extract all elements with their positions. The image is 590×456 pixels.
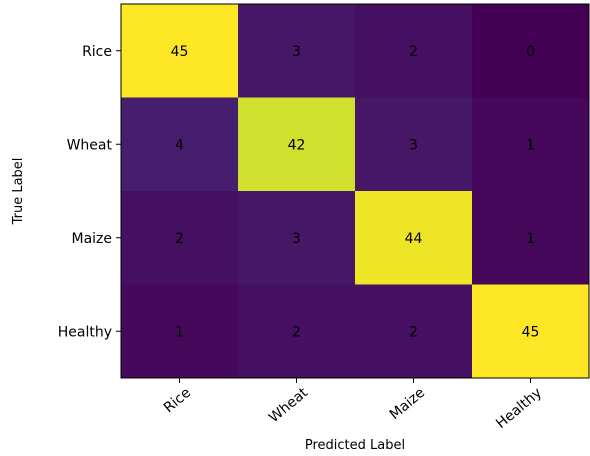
cell-value-2-3: 1 xyxy=(526,231,535,247)
heatmap-cell-2-0 xyxy=(121,191,239,285)
x-tick-label-healthy: Healthy xyxy=(493,385,545,432)
y-axis-label: True Label xyxy=(11,158,26,226)
heatmap-cell-1-2 xyxy=(355,97,473,192)
x-tick-label-wheat: Wheat xyxy=(266,384,311,426)
plot-frame xyxy=(120,3,590,379)
heatmap-cells: 45 3 2 0 4 42 3 1 2 3 44 1 1 2 2 45 xyxy=(121,4,590,379)
cell-value-0-0: 45 xyxy=(171,44,189,60)
cell-value-3-3: 45 xyxy=(522,324,540,340)
y-axis-ticks: Rice Wheat Maize Healthy xyxy=(58,44,121,340)
y-tick-label-maize: Maize xyxy=(71,231,112,247)
cell-value-3-0: 1 xyxy=(175,324,184,340)
cell-value-3-1: 2 xyxy=(292,324,301,340)
x-tick-label-rice: Rice xyxy=(161,385,194,417)
cell-value-2-2: 44 xyxy=(405,231,423,247)
cell-value-1-3: 1 xyxy=(526,137,535,153)
cell-value-3-2: 2 xyxy=(409,324,418,340)
cell-value-0-1: 3 xyxy=(292,44,301,60)
cell-value-2-0: 2 xyxy=(175,231,184,247)
heatmap-cell-2-2 xyxy=(355,191,473,285)
y-tick-label-rice: Rice xyxy=(82,44,112,60)
y-tick-label-wheat: Wheat xyxy=(67,137,113,153)
heatmap-cell-1-1 xyxy=(238,97,356,192)
x-axis-ticks: Rice Wheat Maize Healthy xyxy=(161,378,545,432)
cell-value-1-2: 3 xyxy=(409,137,418,153)
heatmap-cell-0-2 xyxy=(355,4,473,98)
heatmap-cell-3-2 xyxy=(355,284,473,379)
heatmap-cell-0-1 xyxy=(238,4,356,98)
cell-value-1-0: 4 xyxy=(175,137,184,153)
heatmap-cell-0-0 xyxy=(121,4,239,98)
heatmap-cell-1-0 xyxy=(121,97,239,192)
heatmap-cell-3-3 xyxy=(472,284,590,379)
cell-value-0-3: 0 xyxy=(526,44,535,60)
heatmap-cell-2-1 xyxy=(238,191,356,285)
heatmap-cell-3-1 xyxy=(238,284,356,379)
heatmap-cell-2-3 xyxy=(472,191,590,285)
y-tick-label-healthy: Healthy xyxy=(58,324,112,340)
heatmap-cell-0-3 xyxy=(472,4,590,98)
heatmap-cell-3-0 xyxy=(121,284,239,379)
cell-value-1-1: 42 xyxy=(288,137,306,153)
cell-value-2-1: 3 xyxy=(292,231,301,247)
x-axis-label: Predicted Label xyxy=(305,438,405,453)
cell-value-0-2: 2 xyxy=(409,44,418,60)
x-tick-label-maize: Maize xyxy=(387,385,428,423)
heatmap-cell-1-3 xyxy=(472,97,590,192)
